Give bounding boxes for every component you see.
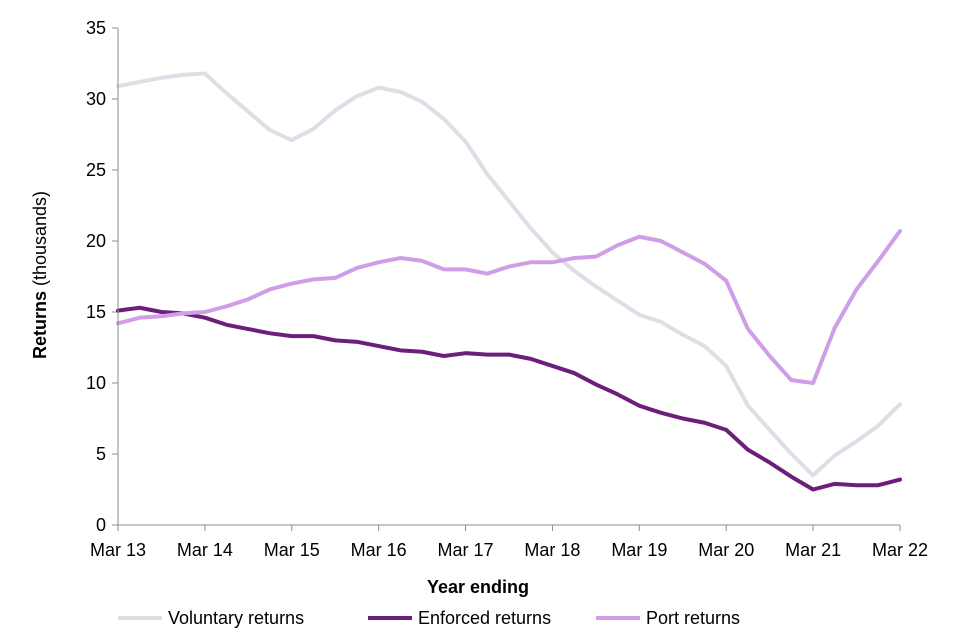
x-tick-label: Mar 16 — [351, 540, 407, 560]
y-tick-label: 35 — [86, 18, 106, 38]
x-tick-label: Mar 13 — [90, 540, 146, 560]
series-line-voluntary-returns — [116, 71, 902, 478]
x-tick-label: Mar 19 — [611, 540, 667, 560]
y-tick-label: 15 — [86, 302, 106, 322]
legend-label: Port returns — [646, 608, 740, 628]
y-axis-title-bold: Returns — [30, 291, 50, 359]
x-tick-label: Mar 17 — [438, 540, 494, 560]
x-axis-title: Year ending — [427, 577, 529, 597]
x-tick-label: Mar 22 — [872, 540, 928, 560]
legend-item-enforced-returns: Enforced returns — [368, 608, 551, 628]
series-layer — [116, 71, 902, 492]
y-tick-label: 5 — [96, 444, 106, 464]
legend-label: Enforced returns — [418, 608, 551, 628]
legend: Voluntary returns Enforced returns Port re… — [118, 608, 740, 628]
legend-item-port-returns: Port returns — [596, 608, 740, 628]
x-tick-label: Mar 21 — [785, 540, 841, 560]
y-tick-label: 20 — [86, 231, 106, 251]
series-line-enforced-returns — [116, 305, 902, 492]
y-tick-label: 0 — [96, 515, 106, 535]
legend-item-voluntary-returns: Voluntary returns — [118, 608, 304, 628]
x-tick-label: Mar 14 — [177, 540, 233, 560]
y-tick-label: 25 — [86, 160, 106, 180]
y-axis-ticks: 0 5 10 15 20 25 30 35 — [86, 18, 118, 535]
x-tick-label: Mar 15 — [264, 540, 320, 560]
x-axis-ticks: Mar 13 Mar 14 Mar 15 Mar 16 Mar 17 Mar 18 Mar … — [90, 525, 928, 560]
x-tick-label: Mar 20 — [698, 540, 754, 560]
y-tick-label: 30 — [86, 89, 106, 109]
x-tick-label: Mar 18 — [524, 540, 580, 560]
y-axis-title: Returns (thousands) — [30, 191, 50, 359]
y-axis-title-rest: (thousands) — [30, 191, 50, 291]
y-tick-label: 10 — [86, 373, 106, 393]
series-line-port-returns — [116, 229, 902, 385]
legend-label: Voluntary returns — [168, 608, 304, 628]
